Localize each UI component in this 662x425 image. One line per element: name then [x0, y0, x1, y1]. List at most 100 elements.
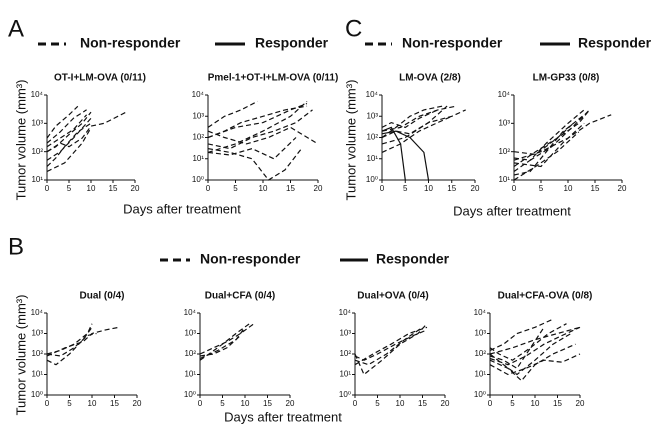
x-tick-label: 0 [380, 184, 385, 193]
tumor-line [46, 127, 92, 173]
chart-title: LM-GP33 (0/8) [533, 73, 600, 84]
y-tick-label: 10¹ [366, 154, 378, 163]
y-tick-label: 10¹ [31, 175, 43, 184]
x-tick-label: 5 [220, 399, 225, 408]
y-tick-label: 10² [498, 147, 510, 156]
y-tick-label: 10⁴ [339, 308, 352, 317]
x-tick-label: 10 [531, 399, 540, 408]
tumor-line [381, 130, 430, 181]
x-tick-label: 5 [67, 184, 72, 193]
x-tick-label: 5 [539, 184, 544, 193]
x-tick-label: 5 [403, 184, 408, 193]
x-tick-label: 20 [618, 184, 627, 193]
y-axis-label: Tumor volume (mm³) [13, 295, 28, 416]
chart: Dual+CFA (0/4) 10⁰ 10¹ 10² 10³ 10⁴ 0 5 10 15 20 [184, 291, 295, 408]
tumor-line [354, 326, 428, 366]
y-tick-label: 10⁴ [192, 90, 205, 99]
panel-letter: A [8, 15, 24, 42]
x-tick-label: 0 [45, 399, 50, 408]
tumor-line [207, 109, 313, 150]
legend-label: Non-responder [402, 35, 503, 51]
tumor-line [46, 117, 92, 161]
tumor-line [207, 105, 308, 139]
tumor-line [46, 109, 87, 144]
tumor-line [207, 148, 302, 181]
tumor-line [381, 126, 406, 181]
y-tick-label: 10² [31, 349, 43, 358]
tumor-line [199, 323, 255, 355]
y-tick-label: 10⁴ [31, 90, 44, 99]
tumor-line [354, 323, 428, 376]
tumor-line [513, 114, 585, 176]
chart: LM-GP33 (0/8) 10¹ 10² 10³ 10⁴ 0 5 10 15 20 [498, 73, 627, 193]
tumor-line [46, 111, 127, 153]
tumor-line [513, 109, 585, 172]
tumor-line [489, 353, 581, 376]
tumor-line [489, 332, 572, 376]
y-tick-label: 10³ [474, 329, 486, 338]
x-tick-label: 5 [375, 399, 380, 408]
tumor-line [381, 115, 453, 153]
tumor-line [46, 332, 97, 357]
chart: OT-I+LM-OVA (0/11) 10¹ 10² 10³ 10⁴ 0 5 10 15 20 [31, 73, 146, 193]
x-axis-label: Days after treatment [224, 409, 342, 424]
x-tick-label: 15 [109, 184, 118, 193]
x-axis-label: Days after treatment [453, 203, 571, 218]
x-tick-label: 10 [424, 184, 433, 193]
tumor-line [513, 122, 585, 168]
y-tick-label: 10² [192, 133, 204, 142]
tumor-line [513, 114, 612, 161]
x-tick-label: 10 [88, 399, 97, 408]
tumor-line [207, 137, 297, 160]
x-tick-label: 15 [286, 184, 295, 193]
x-tick-label: 20 [133, 399, 142, 408]
tumor-line [489, 343, 576, 382]
tumor-line [381, 105, 443, 138]
chart-title: OT-I+LM-OVA (0/11) [54, 73, 146, 84]
y-tick-label: 10³ [184, 329, 196, 338]
y-tick-label: 10¹ [339, 370, 351, 379]
y-tick-label: 10⁰ [192, 175, 204, 184]
x-tick-label: 15 [263, 399, 272, 408]
legend-label: Responder [376, 251, 450, 267]
x-tick-label: 15 [591, 184, 600, 193]
chart: Dual+CFA-OVA (0/8) 10⁰ 10¹ 10² 10³ 10⁴ 0 5 10 15 2… [474, 291, 593, 408]
y-tick-label: 10⁰ [366, 175, 378, 184]
y-tick-label: 10⁴ [31, 308, 44, 317]
y-tick-label: 10⁰ [31, 390, 43, 399]
tumor-line [46, 105, 79, 139]
y-tick-label: 10² [339, 349, 351, 358]
x-tick-label: 15 [110, 399, 119, 408]
x-tick-label: 10 [564, 184, 573, 193]
y-tick-label: 10³ [31, 329, 43, 338]
legend-label: Responder [255, 35, 329, 51]
tumor-line [513, 109, 591, 161]
y-tick-label: 10¹ [184, 370, 196, 379]
chart-title: Pmel-1+OT-I+LM-OVA (0/11) [208, 73, 339, 84]
y-tick-label: 10³ [192, 111, 204, 120]
chart-title: LM-OVA (2/8) [399, 73, 461, 84]
tumor-line [513, 131, 580, 181]
x-tick-label: 5 [67, 399, 72, 408]
x-tick-label: 10 [87, 184, 96, 193]
legend-label: Responder [578, 35, 652, 51]
chart: LM-OVA (2/8) 10⁰ 10¹ 10² 10³ 10⁴ 0 5 10 15 20 [366, 73, 480, 193]
x-tick-label: 5 [510, 399, 515, 408]
y-tick-label: 10¹ [498, 175, 510, 184]
y-tick-label: 10³ [498, 118, 510, 127]
x-axis-label: Days after treatment [123, 201, 241, 216]
x-tick-label: 20 [471, 184, 480, 193]
legend-label: Non-responder [80, 35, 181, 51]
tumor-line [489, 326, 545, 370]
chart-title: Dual+CFA-OVA (0/8) [498, 291, 593, 302]
x-tick-label: 15 [418, 399, 427, 408]
tumor-line [354, 326, 423, 366]
tumor-line [381, 109, 466, 145]
x-tick-label: 0 [353, 399, 358, 408]
chart: Dual (0/4) 10⁰ 10¹ 10² 10³ 10⁴ 0 5 10 15 20 [31, 291, 142, 408]
y-axis-label: Tumor volume (mm³) [343, 80, 358, 201]
tumor-line [489, 323, 567, 361]
y-tick-label: 10³ [31, 118, 43, 127]
y-tick-label: 10⁰ [339, 390, 351, 399]
